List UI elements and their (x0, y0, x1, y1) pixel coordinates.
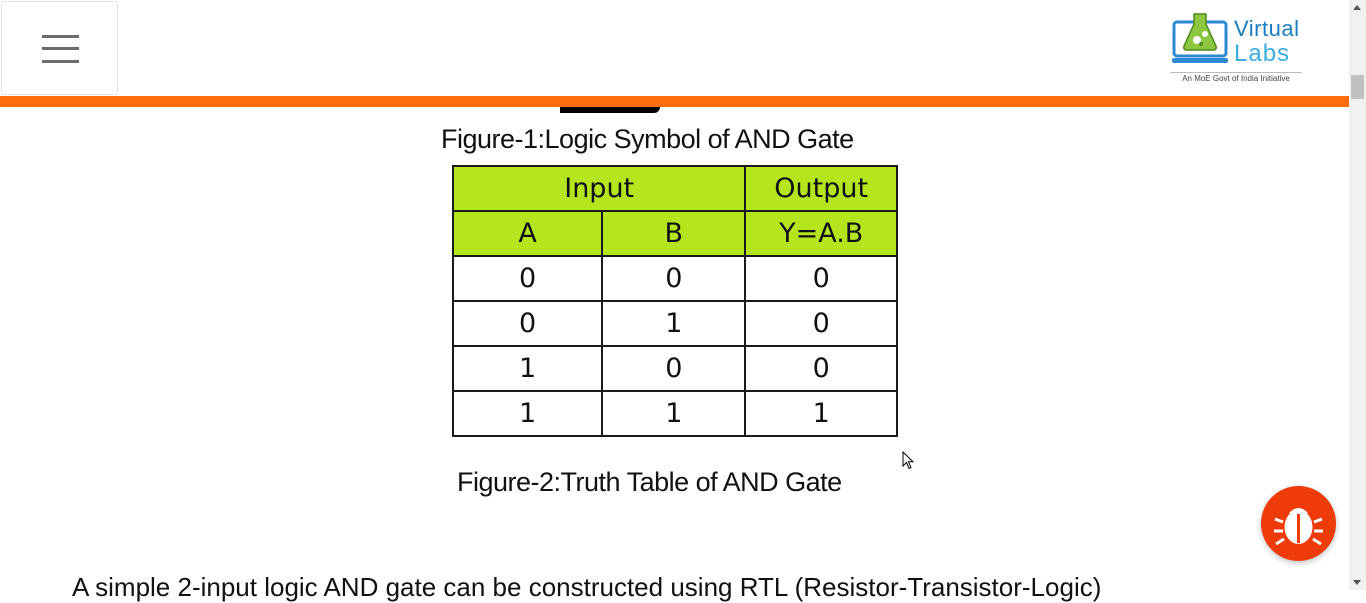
scrollbar-thumb[interactable] (1351, 75, 1364, 99)
cell-b: 1 (601, 390, 747, 437)
top-navbar: Virtual Labs An MoE Govt of India Initia… (0, 0, 1349, 96)
logo-word-virtual: Virtual (1234, 16, 1300, 41)
cell-a: 0 (451, 255, 604, 302)
logo-tagline: An MoE Govt of India Initiative (1170, 72, 1302, 83)
report-bug-button[interactable] (1261, 486, 1336, 561)
vertical-scrollbar[interactable] (1349, 0, 1366, 590)
input-group-header: Input (451, 165, 747, 212)
cell-y: 1 (744, 390, 898, 437)
hamburger-icon (42, 35, 79, 38)
cell-a: 1 (451, 345, 604, 392)
menu-button[interactable] (1, 1, 118, 95)
figure-2-caption: Figure-2:Truth Table of AND Gate (457, 467, 842, 497)
table-row: 0 0 0 (451, 255, 898, 302)
cell-b: 0 (601, 345, 747, 392)
cell-y: 0 (744, 300, 898, 347)
flask-monitor-icon (1172, 13, 1228, 63)
table-row: 1 0 0 (451, 345, 898, 392)
logo-word-labs: Labs (1234, 40, 1291, 67)
cell-y: 0 (744, 255, 898, 302)
description-paragraph: A simple 2-input logic AND gate can be c… (72, 572, 1102, 602)
table-row: 0 1 0 (451, 300, 898, 347)
cell-b: 0 (601, 255, 747, 302)
header-accent-rule (0, 96, 1349, 107)
and-gate-truth-table: Input Output A B Y=A.B 0 0 0 0 1 0 1 0 0… (451, 165, 898, 437)
table-group-header-row: Input Output (451, 165, 898, 212)
cell-b: 1 (601, 300, 747, 347)
column-header-a: A (451, 210, 604, 257)
virtual-labs-logo[interactable]: Virtual Labs An MoE Govt of India Initia… (1170, 12, 1305, 84)
scroll-down-arrow-icon[interactable] (1353, 580, 1361, 585)
cell-y: 0 (744, 345, 898, 392)
figure-1-caption: Figure-1:Logic Symbol of AND Gate (441, 124, 854, 154)
column-header-y: Y=A.B (744, 210, 898, 257)
cell-a: 1 (451, 390, 604, 437)
mouse-cursor-icon (902, 451, 915, 470)
table-row: 1 1 1 (451, 390, 898, 437)
bug-report-icon (1274, 508, 1323, 546)
table-column-header-row: A B Y=A.B (451, 210, 898, 257)
and-gate-symbol-bottom (560, 107, 660, 113)
column-header-b: B (601, 210, 747, 257)
scroll-up-arrow-icon[interactable] (1353, 5, 1361, 10)
cell-a: 0 (451, 300, 604, 347)
output-group-header: Output (744, 165, 898, 212)
